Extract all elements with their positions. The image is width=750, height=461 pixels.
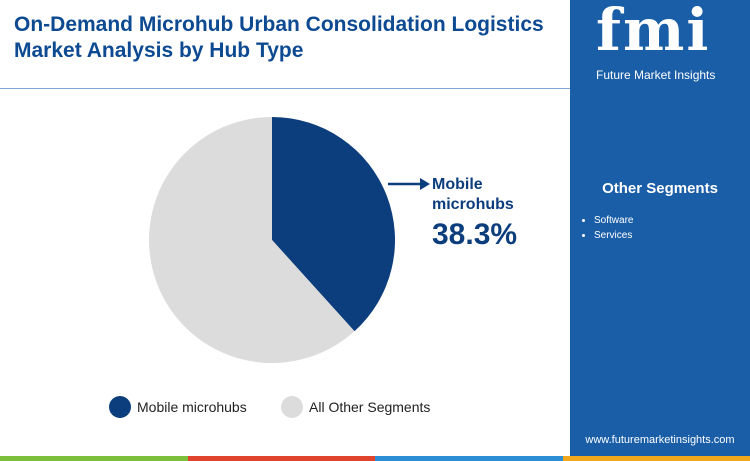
brand: Future Market Insights (596, 68, 716, 82)
pie-slice (148, 117, 355, 364)
divider (0, 88, 570, 89)
legend-swatch (109, 396, 131, 418)
pie-slice (272, 117, 395, 332)
sidebar-list: Software Services (580, 213, 633, 243)
sidebar: fmi Future Market Insights Other Segment… (570, 0, 750, 461)
callout-label: Mobile microhubs (432, 176, 514, 213)
legend-swatch (281, 396, 303, 418)
sidebar-heading: Other Segments (602, 180, 718, 197)
data-label: 38.3% (432, 218, 518, 251)
callout-arrowhead (420, 178, 430, 190)
legend-label: All Other Segments (309, 399, 431, 415)
url: www.futuremarketinsights.com (585, 434, 735, 446)
sidebar-item: Software (594, 213, 633, 228)
legend-label: Mobile microhubs (137, 399, 247, 415)
chart-title: On-Demand Microhub Urban Consolidation L… (14, 13, 544, 62)
color-strip (0, 456, 750, 461)
logo: fmi (596, 0, 711, 64)
sidebar-item: Services (594, 228, 633, 243)
chart (109, 117, 430, 418)
